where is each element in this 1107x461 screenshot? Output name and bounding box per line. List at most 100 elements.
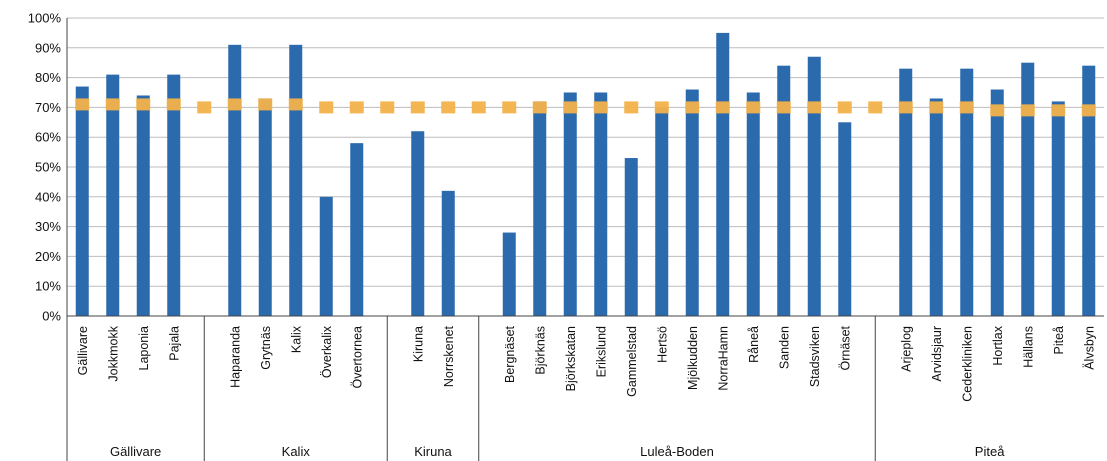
x-category-label: Mjölkudden xyxy=(686,326,700,390)
group-label: Kiruna xyxy=(414,444,452,459)
bar xyxy=(838,122,852,316)
x-category-label: Kalix xyxy=(289,325,303,353)
target-marker xyxy=(532,101,547,114)
y-tick-label: 40% xyxy=(35,189,61,204)
x-category-label: Hertsö xyxy=(655,326,669,363)
target-marker xyxy=(410,101,425,114)
bar xyxy=(502,232,516,316)
x-category-label: Hortlax xyxy=(991,325,1005,365)
bar xyxy=(929,98,943,317)
x-category-label: Hällans xyxy=(1021,326,1035,368)
x-category-label: Gällivare xyxy=(76,326,90,375)
x-category-label: Björknäs xyxy=(533,326,547,375)
x-category-label: Bergnäset xyxy=(503,325,517,383)
x-category-label: Sanden xyxy=(777,326,791,369)
x-category-label: Arvidsjaur xyxy=(930,326,944,382)
target-marker xyxy=(105,98,120,111)
bar-series xyxy=(75,32,1096,317)
x-category-label: Älvsbyn xyxy=(1082,326,1096,370)
target-marker xyxy=(929,101,944,114)
bar xyxy=(289,44,303,316)
bar xyxy=(319,196,333,316)
target-marker xyxy=(776,101,791,114)
bar xyxy=(594,92,608,316)
bar xyxy=(350,143,364,316)
bar xyxy=(990,89,1004,317)
group-label: Luleå-Boden xyxy=(640,444,714,459)
target-marker xyxy=(75,98,90,111)
target-series xyxy=(75,98,1096,117)
x-category-label: Arjeplog xyxy=(899,326,913,372)
bar xyxy=(533,101,547,316)
target-marker xyxy=(380,101,395,114)
target-marker xyxy=(441,101,456,114)
bar xyxy=(685,89,699,317)
target-marker xyxy=(319,101,334,114)
y-tick-label: 60% xyxy=(35,130,61,145)
target-marker xyxy=(349,101,364,114)
target-marker xyxy=(197,101,212,114)
group-label: Piteå xyxy=(975,444,1005,459)
x-category-label: Övertornea xyxy=(350,326,364,389)
target-marker xyxy=(502,101,517,114)
x-category-label: Haparanda xyxy=(228,326,242,388)
target-marker xyxy=(258,98,273,111)
y-tick-label: 50% xyxy=(35,160,61,175)
x-category-label: Björkskatan xyxy=(564,326,578,391)
y-tick-label: 30% xyxy=(35,219,61,234)
target-marker xyxy=(837,101,852,114)
bar xyxy=(1051,101,1065,316)
y-axis-ticks: 0% 10% 20% 30% 40% 50% 60% 70% 80% 90% 100% xyxy=(28,11,62,324)
target-marker xyxy=(471,101,486,114)
y-tick-label: 100% xyxy=(28,11,62,26)
bar xyxy=(106,74,120,317)
x-category-label: Cederkliniken xyxy=(960,326,974,402)
x-category-label: Stadsviken xyxy=(808,326,822,387)
target-marker xyxy=(959,101,974,114)
target-marker xyxy=(715,101,730,114)
target-marker xyxy=(288,98,303,111)
x-category-label: Gammelstad xyxy=(625,326,639,397)
target-marker xyxy=(136,98,151,111)
target-marker xyxy=(685,101,700,114)
group-labels: Gällivare Kalix Kiruna Luleå-Boden Piteå xyxy=(66,316,1005,461)
x-category-label: Råneå xyxy=(747,326,761,363)
target-marker xyxy=(807,101,822,114)
x-category-label: Grytnäs xyxy=(259,326,273,370)
bar xyxy=(655,107,669,317)
target-marker xyxy=(1081,104,1096,117)
bar xyxy=(746,92,760,316)
target-marker xyxy=(746,101,761,114)
bar xyxy=(960,68,974,316)
x-category-label: Kiruna xyxy=(411,326,425,362)
y-tick-label: 0% xyxy=(42,309,61,324)
target-marker xyxy=(1051,104,1066,117)
x-axis-labels: Gällivare Jokkmokk Laponia Pajala Haparanda G… xyxy=(76,325,1097,401)
target-marker xyxy=(166,98,181,111)
bar xyxy=(411,131,425,316)
target-marker xyxy=(898,101,913,114)
bar xyxy=(716,32,730,317)
bar xyxy=(899,68,913,316)
x-category-label: Jokkmokk xyxy=(106,325,120,381)
x-category-label: Örnäset xyxy=(838,325,852,370)
target-marker xyxy=(654,101,669,114)
bar xyxy=(228,44,242,316)
grid-lines xyxy=(67,17,1104,287)
y-tick-label: 70% xyxy=(35,100,61,115)
bar xyxy=(167,74,181,317)
y-tick-label: 80% xyxy=(35,70,61,85)
y-tick-label: 90% xyxy=(35,40,61,55)
axes xyxy=(66,18,1104,317)
target-marker xyxy=(227,98,242,111)
bar xyxy=(624,158,638,316)
target-marker xyxy=(593,101,608,114)
y-tick-label: 10% xyxy=(35,279,61,294)
target-marker xyxy=(868,101,883,114)
target-marker xyxy=(624,101,639,114)
bar xyxy=(75,86,89,316)
x-category-label: Överkalix xyxy=(320,325,334,378)
x-category-label: Norrskenet xyxy=(442,325,456,387)
target-marker xyxy=(563,101,578,114)
